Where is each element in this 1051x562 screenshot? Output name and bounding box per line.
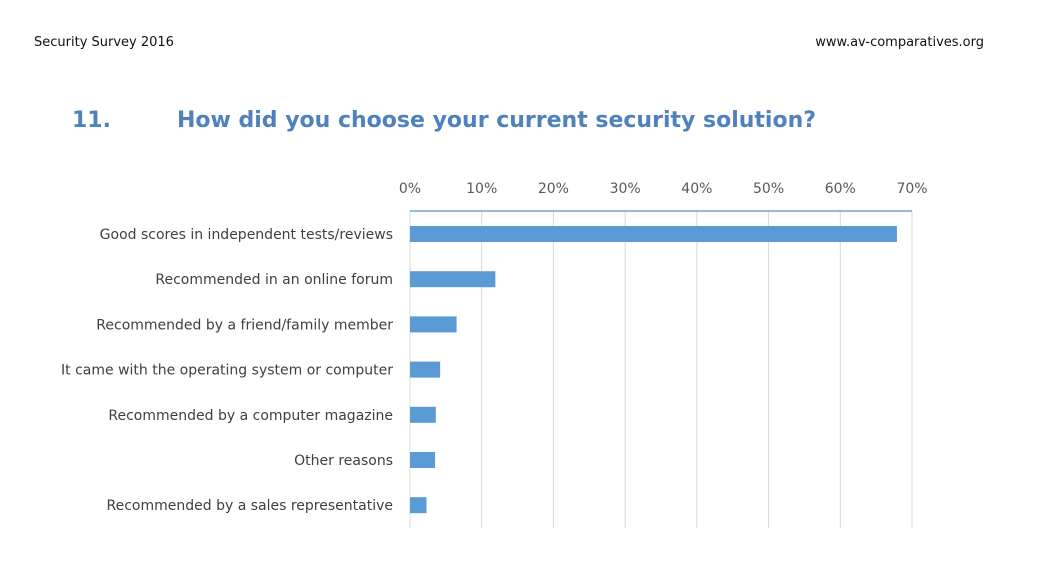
- x-tick-label: 60%: [825, 181, 856, 197]
- bar: [410, 271, 496, 288]
- bar: [410, 497, 427, 514]
- header-website: www.av-comparatives.org: [815, 35, 984, 50]
- bar: [410, 316, 457, 333]
- x-tick-label: 30%: [610, 181, 641, 197]
- x-tick-label: 10%: [466, 181, 497, 197]
- question-number: 11.: [72, 108, 111, 133]
- category-label: It came with the operating system or com…: [61, 363, 393, 379]
- bar: [410, 406, 436, 423]
- x-tick-label: 0%: [399, 181, 421, 197]
- question-title: How did you choose your current security…: [177, 108, 817, 133]
- category-label: Recommended by a sales representative: [107, 498, 393, 514]
- x-tick-label: 70%: [896, 181, 927, 197]
- x-tick-label: 40%: [681, 181, 712, 197]
- bar: [410, 226, 897, 242]
- x-tick-label: 50%: [753, 181, 784, 197]
- category-label: Good scores in independent tests/reviews: [100, 227, 393, 243]
- bar: [410, 452, 436, 468]
- category-label: Other reasons: [294, 453, 393, 469]
- category-label: Recommended in an online forum: [155, 272, 393, 288]
- header-survey-title: Security Survey 2016: [34, 35, 174, 50]
- category-label: Recommended by a computer magazine: [108, 408, 393, 424]
- bar: [410, 361, 441, 378]
- x-tick-label: 20%: [538, 181, 569, 197]
- category-label: Recommended by a friend/family member: [96, 317, 393, 333]
